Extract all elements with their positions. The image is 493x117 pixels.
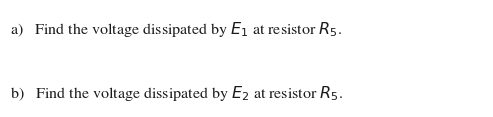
- Text: a)   Find the voltage dissipated by $E_1$ at resistor $R_5$.: a) Find the voltage dissipated by $E_1$ …: [10, 20, 342, 39]
- Text: b)   Find the voltage dissipated by $E_2$ at resistor $R_5$.: b) Find the voltage dissipated by $E_2$ …: [10, 84, 343, 103]
